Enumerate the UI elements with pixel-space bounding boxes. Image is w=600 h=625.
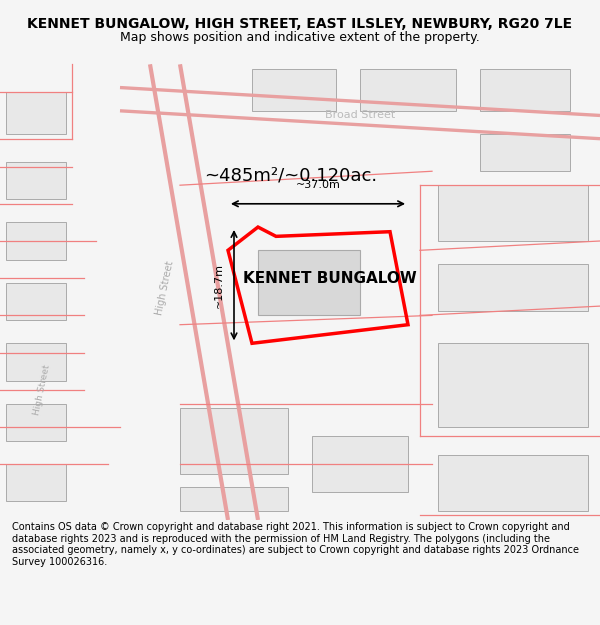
Text: Broad Street: Broad Street bbox=[325, 111, 395, 121]
FancyBboxPatch shape bbox=[6, 162, 66, 199]
Text: KENNET BUNGALOW, HIGH STREET, EAST ILSLEY, NEWBURY, RG20 7LE: KENNET BUNGALOW, HIGH STREET, EAST ILSLE… bbox=[28, 16, 572, 31]
FancyBboxPatch shape bbox=[6, 464, 66, 501]
Text: Contains OS data © Crown copyright and database right 2021. This information is : Contains OS data © Crown copyright and d… bbox=[12, 522, 579, 567]
FancyBboxPatch shape bbox=[360, 69, 456, 111]
FancyBboxPatch shape bbox=[180, 408, 288, 474]
Text: KENNET BUNGALOW: KENNET BUNGALOW bbox=[243, 271, 417, 286]
FancyBboxPatch shape bbox=[6, 343, 66, 381]
FancyBboxPatch shape bbox=[252, 69, 336, 111]
Polygon shape bbox=[258, 250, 360, 316]
FancyBboxPatch shape bbox=[312, 436, 408, 492]
Text: Map shows position and indicative extent of the property.: Map shows position and indicative extent… bbox=[120, 31, 480, 44]
FancyBboxPatch shape bbox=[438, 343, 588, 427]
FancyBboxPatch shape bbox=[6, 283, 66, 320]
FancyBboxPatch shape bbox=[480, 69, 570, 111]
FancyBboxPatch shape bbox=[6, 404, 66, 441]
Text: ~485m²/~0.120ac.: ~485m²/~0.120ac. bbox=[204, 167, 377, 185]
FancyBboxPatch shape bbox=[480, 134, 570, 171]
Text: ~18.7m: ~18.7m bbox=[214, 262, 224, 308]
FancyBboxPatch shape bbox=[438, 185, 588, 241]
FancyBboxPatch shape bbox=[438, 264, 588, 311]
FancyBboxPatch shape bbox=[6, 92, 66, 134]
Text: High Street: High Street bbox=[154, 259, 176, 316]
FancyBboxPatch shape bbox=[6, 222, 66, 259]
FancyBboxPatch shape bbox=[438, 455, 588, 511]
FancyBboxPatch shape bbox=[180, 488, 288, 511]
Text: ~37.0m: ~37.0m bbox=[296, 180, 340, 190]
Text: High Street: High Street bbox=[32, 364, 52, 416]
